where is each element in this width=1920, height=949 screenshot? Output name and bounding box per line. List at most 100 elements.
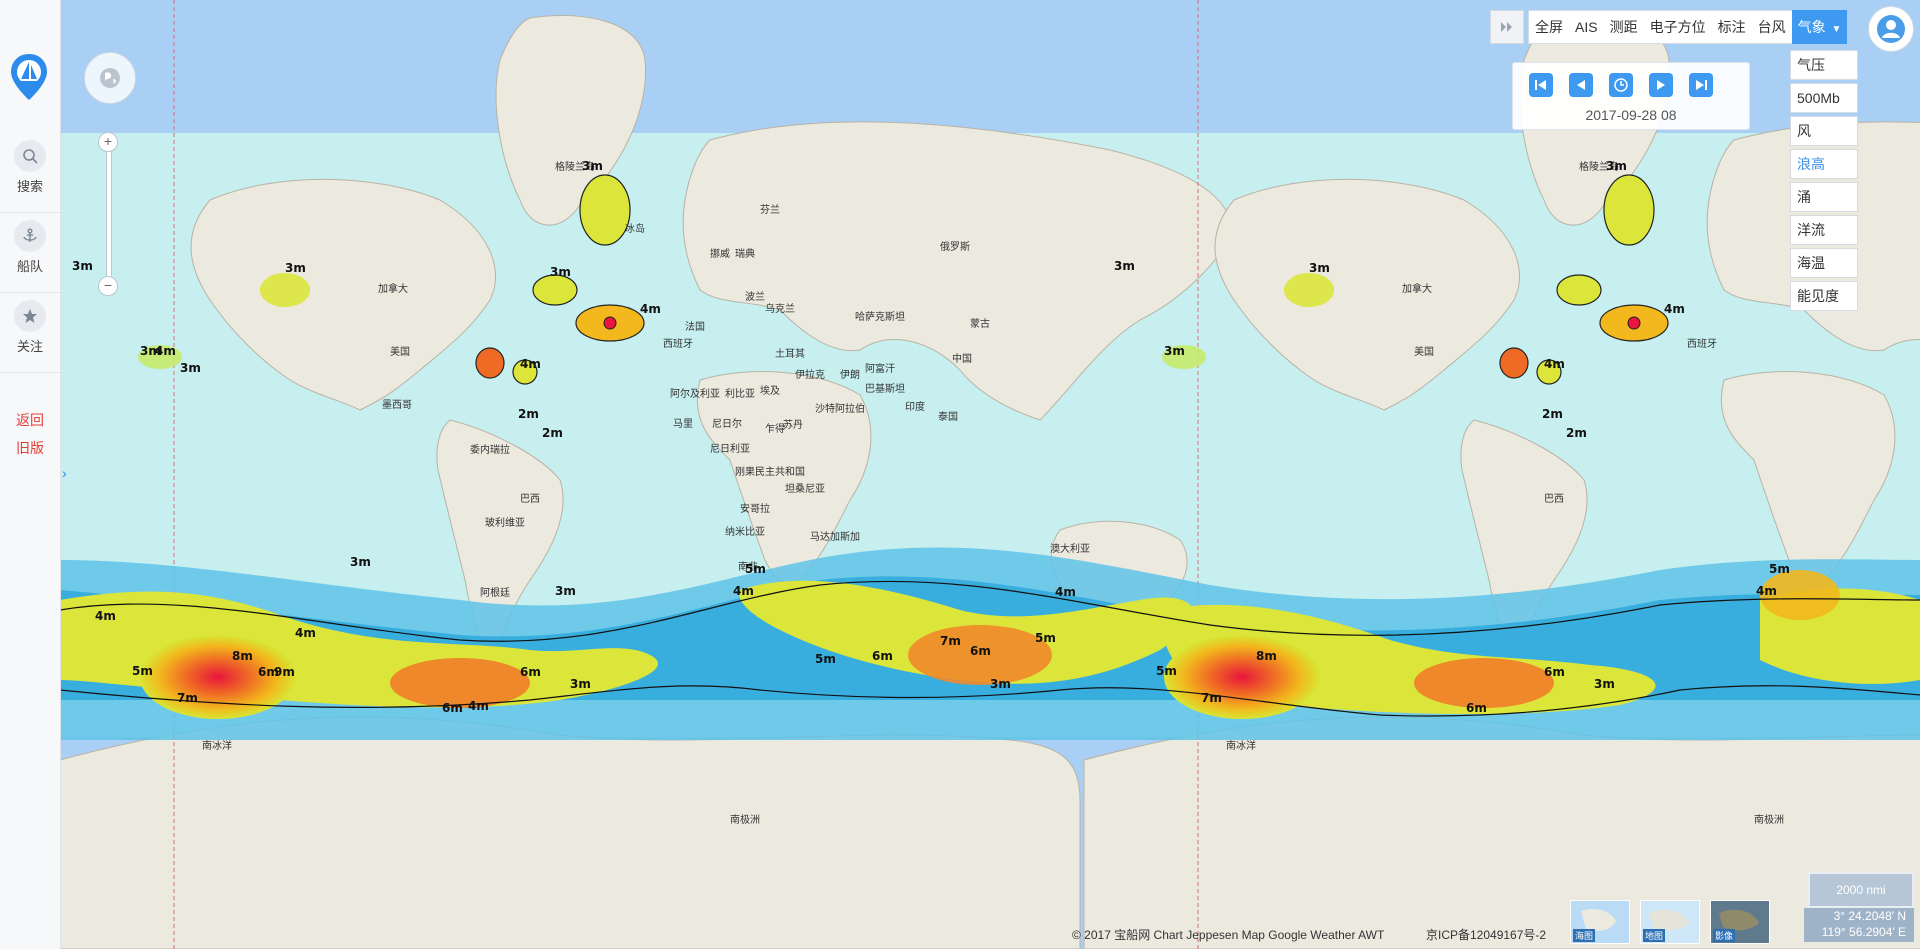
sailboat-logo[interactable] xyxy=(10,52,48,102)
weather-menu-item-wave-height[interactable]: 浪高 xyxy=(1790,149,1858,179)
contour-label: 3m xyxy=(1606,159,1627,173)
longitude-readout: 119° 56.2904′ E xyxy=(1821,925,1906,939)
contour-label: 7m xyxy=(177,691,198,705)
basemap-label: 影像 xyxy=(1713,929,1736,942)
play-clock-button[interactable] xyxy=(1609,73,1633,97)
basemap-satellite[interactable]: 影像 xyxy=(1710,900,1770,944)
map-label: 挪威 xyxy=(710,247,730,260)
map-label: 委内瑞拉 xyxy=(470,443,510,456)
map-label: 阿根廷 xyxy=(480,586,510,599)
toolbar-weather[interactable]: 气象 ▼ xyxy=(1791,10,1848,44)
map-label: 埃及 xyxy=(760,384,780,397)
contour-label: 4m xyxy=(295,626,316,640)
sidebar: 搜索 船队 关注 返回 旧版 xyxy=(0,0,61,949)
map-label: 澳大利亚 xyxy=(1050,542,1090,555)
contour-label: 3m xyxy=(140,344,161,358)
map-label: 土耳其 xyxy=(775,347,805,360)
toolbar-annotate[interactable]: 标注 xyxy=(1711,10,1752,44)
basemap-chart[interactable]: 海图 xyxy=(1570,900,1630,944)
map-label: 中国 xyxy=(952,352,972,365)
contour-label: 2m xyxy=(542,426,563,440)
toolbar-measure[interactable]: 测距 xyxy=(1603,10,1644,44)
sidebar-item-fleet[interactable]: 船队 xyxy=(0,212,60,292)
zoom-out-button[interactable]: − xyxy=(98,276,118,296)
cursor-coordinates: 3° 24.2048′ N 119° 56.2904′ E xyxy=(1804,908,1914,942)
weather-menu-item-wind[interactable]: 风 xyxy=(1790,116,1858,146)
map-label: 美国 xyxy=(390,345,410,358)
map-label: 西班牙 xyxy=(663,338,693,350)
contour-label: 3m xyxy=(990,677,1011,691)
map-label: 瑞典 xyxy=(735,247,755,260)
divider xyxy=(0,372,60,373)
last-frame-button[interactable] xyxy=(1689,73,1713,97)
basemap-label: 海图 xyxy=(1573,929,1596,942)
contour-label: 6m xyxy=(1544,665,1565,679)
map-canvas[interactable]: 格陵兰岛 冰岛 加拿大 美国 墨西哥 委内瑞拉 巴西 玻利维亚 阿根廷 俄罗斯 … xyxy=(60,0,1920,949)
wave-hotspot xyxy=(140,635,296,719)
map-labels: 格陵兰岛 冰岛 加拿大 美国 墨西哥 委内瑞拉 巴西 玻利维亚 阿根廷 俄罗斯 … xyxy=(202,160,1784,826)
previous-frame-button[interactable] xyxy=(1569,73,1593,97)
toolbar-fullscreen[interactable]: 全屏 xyxy=(1528,10,1569,44)
contour-label: 7m xyxy=(1201,691,1222,705)
map-label: 利比亚 xyxy=(725,388,755,400)
sailboat-icon xyxy=(11,54,47,100)
sidebar-item-search[interactable]: 搜索 xyxy=(0,132,60,212)
weather-menu-item-500mb[interactable]: 500Mb xyxy=(1790,83,1858,113)
contour-label: 4m xyxy=(1664,302,1685,316)
weather-menu-item-visibility[interactable]: 能见度 xyxy=(1790,281,1858,311)
wave-hotspot xyxy=(1414,658,1554,708)
map-label: 马里 xyxy=(673,418,693,430)
sidebar-expand-chevron-icon[interactable]: › xyxy=(62,465,67,481)
contour-label: 3m xyxy=(180,361,201,375)
weather-map[interactable]: 格陵兰岛 冰岛 加拿大 美国 墨西哥 委内瑞拉 巴西 玻利维亚 阿根廷 俄罗斯 … xyxy=(60,0,1920,949)
contour-label: 4m xyxy=(733,584,754,598)
user-avatar[interactable] xyxy=(1868,6,1914,52)
globe-icon xyxy=(100,68,120,88)
toolbar-typhoon[interactable]: 台风 xyxy=(1751,10,1792,44)
wave-hotspot xyxy=(1760,570,1840,620)
map-label: 阿尔及利亚 xyxy=(670,387,720,400)
chevron-down-icon: ▼ xyxy=(1831,24,1842,35)
toolbar-weather-label: 气象 xyxy=(1797,19,1826,35)
contour-label: 2m xyxy=(1542,407,1563,421)
contour-label: 6m xyxy=(970,644,991,658)
satellite-thumbnail-icon xyxy=(1719,909,1759,931)
zoom-in-button[interactable]: + xyxy=(98,132,118,152)
wave-hotspot xyxy=(1164,635,1320,719)
pan-control[interactable] xyxy=(84,52,136,104)
map-label: 玻利维亚 xyxy=(485,516,525,529)
map-label: 南冰洋 xyxy=(202,739,232,752)
expand-toolbar-icon[interactable] xyxy=(1490,10,1524,44)
contour-label: 6m xyxy=(520,665,541,679)
first-frame-button[interactable] xyxy=(1529,73,1553,97)
contour-label: 4m xyxy=(640,302,661,316)
anchor-icon xyxy=(14,220,46,252)
icp-link[interactable]: 京ICP备12049167号-2 xyxy=(1426,928,1547,942)
weather-menu-item-pressure[interactable]: 气压 xyxy=(1790,50,1858,80)
zoom-track[interactable] xyxy=(106,142,112,292)
contour-label: 6m xyxy=(442,701,463,715)
back-to-old-version-link[interactable]: 返回 旧版 xyxy=(0,410,60,458)
contour-label: 4m xyxy=(1756,584,1777,598)
contour-label: 6m xyxy=(258,665,279,679)
contour-label: 5m xyxy=(1769,562,1790,576)
basemap-label: 地图 xyxy=(1643,929,1666,942)
contour-label: 4m xyxy=(95,609,116,623)
map-label: 泰国 xyxy=(938,410,958,423)
zoom-slider[interactable]: + − xyxy=(98,132,118,302)
contour-label: 3m xyxy=(285,261,306,275)
weather-menu-item-sea-temp[interactable]: 海温 xyxy=(1790,248,1858,278)
next-frame-button[interactable] xyxy=(1649,73,1673,97)
sidebar-item-follow[interactable]: 关注 xyxy=(0,292,60,372)
map-thumbnail-icon xyxy=(1649,909,1689,931)
weather-menu-item-current[interactable]: 洋流 xyxy=(1790,215,1858,245)
map-label: 格陵兰岛 xyxy=(555,160,595,173)
weather-menu-item-swell[interactable]: 涌 xyxy=(1790,182,1858,212)
map-label: 安哥拉 xyxy=(740,502,770,515)
toolbar-ebl[interactable]: 电子方位 xyxy=(1643,10,1712,44)
divider xyxy=(0,212,60,213)
basemap-map[interactable]: 地图 xyxy=(1640,900,1700,944)
toolbar-ais[interactable]: AIS xyxy=(1569,10,1604,44)
contour-label: 4m xyxy=(1055,585,1076,599)
wave-cell xyxy=(1499,347,1529,379)
